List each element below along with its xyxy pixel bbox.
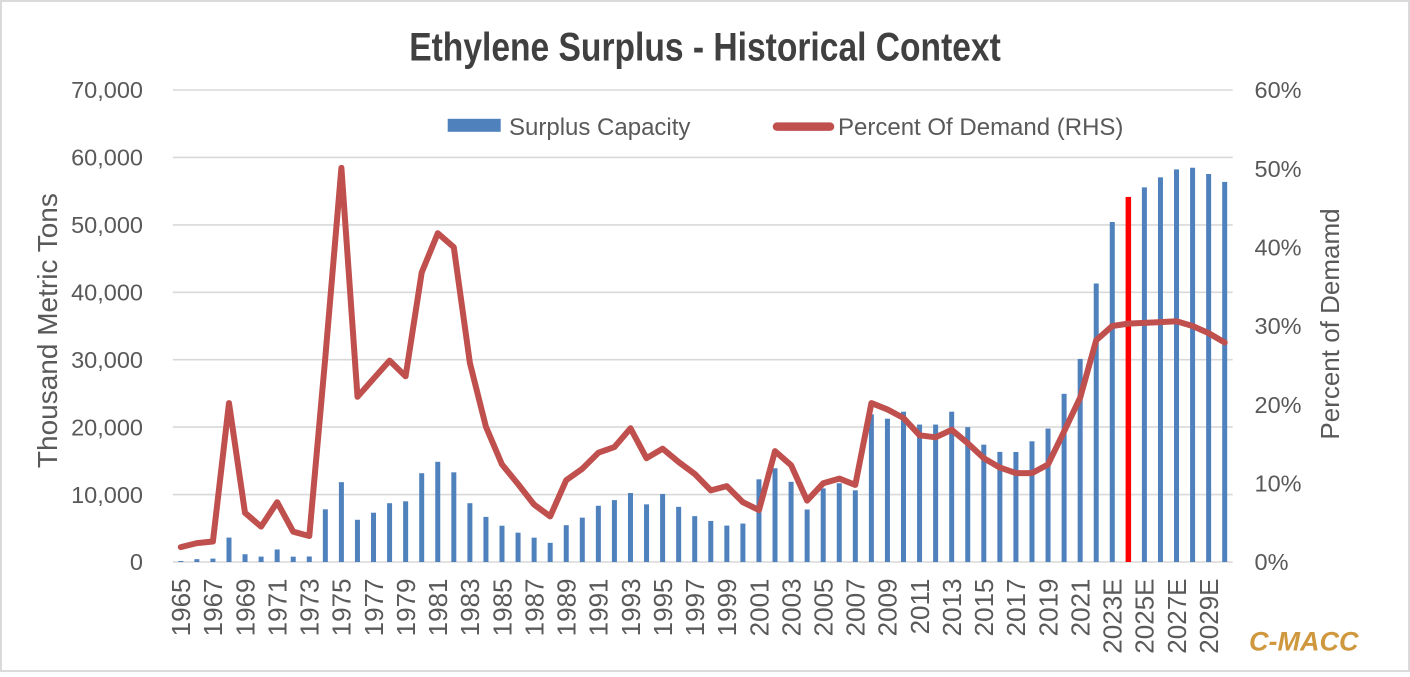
svg-text:1975: 1975	[327, 579, 357, 637]
svg-text:2013: 2013	[937, 579, 967, 637]
svg-text:1979: 1979	[391, 579, 421, 637]
svg-text:2015: 2015	[969, 579, 999, 637]
svg-text:Ethylene Surplus - Historical: Ethylene Surplus - Historical Context	[409, 25, 1001, 69]
svg-text:1997: 1997	[680, 579, 710, 637]
svg-text:1967: 1967	[198, 579, 228, 637]
svg-text:30,000: 30,000	[71, 347, 143, 373]
svg-text:2023E: 2023E	[1098, 579, 1128, 654]
svg-text:2011: 2011	[905, 579, 935, 635]
svg-text:10,000: 10,000	[71, 482, 143, 508]
svg-text:2009: 2009	[873, 579, 903, 637]
svg-text:1987: 1987	[519, 579, 549, 637]
svg-text:2021: 2021	[1066, 579, 1096, 637]
svg-text:2027E: 2027E	[1162, 579, 1192, 654]
svg-text:0: 0	[130, 549, 143, 575]
svg-text:1981: 1981	[423, 579, 453, 637]
svg-text:Percent Of Demand (RHS): Percent Of Demand (RHS)	[838, 114, 1123, 141]
svg-text:2025E: 2025E	[1130, 579, 1160, 654]
svg-text:1969: 1969	[230, 579, 260, 637]
svg-text:20,000: 20,000	[71, 414, 143, 440]
svg-text:40%: 40%	[1255, 235, 1302, 261]
svg-text:1989: 1989	[552, 579, 582, 637]
svg-text:2003: 2003	[776, 579, 806, 637]
svg-text:1993: 1993	[616, 579, 646, 637]
svg-text:2019: 2019	[1033, 579, 1063, 637]
svg-text:50,000: 50,000	[71, 212, 143, 238]
svg-text:1977: 1977	[359, 579, 389, 637]
svg-text:0%: 0%	[1255, 549, 1289, 575]
svg-text:70,000: 70,000	[71, 77, 143, 103]
svg-text:20%: 20%	[1255, 392, 1302, 418]
svg-text:Percent of Demamd: Percent of Demamd	[1315, 208, 1345, 439]
svg-text:1965: 1965	[166, 579, 196, 637]
svg-text:C-MACC: C-MACC	[1249, 627, 1359, 657]
svg-text:1991: 1991	[584, 579, 614, 637]
svg-text:50%: 50%	[1255, 156, 1302, 182]
svg-text:40,000: 40,000	[71, 280, 143, 306]
svg-text:1985: 1985	[487, 579, 517, 637]
svg-text:Surplus Capacity: Surplus Capacity	[509, 114, 690, 141]
svg-text:1983: 1983	[455, 579, 485, 637]
svg-text:2005: 2005	[809, 579, 839, 637]
svg-text:30%: 30%	[1255, 313, 1302, 339]
svg-text:60,000: 60,000	[71, 145, 143, 171]
svg-text:Thousand Metric Tons: Thousand Metric Tons	[32, 193, 63, 468]
svg-text:1971: 1971	[263, 579, 293, 637]
svg-text:2007: 2007	[841, 579, 871, 637]
svg-text:10%: 10%	[1255, 471, 1302, 497]
svg-text:60%: 60%	[1255, 77, 1302, 103]
svg-text:2001: 2001	[744, 579, 774, 637]
svg-text:1995: 1995	[648, 579, 678, 637]
svg-text:1973: 1973	[295, 579, 325, 637]
svg-text:2017: 2017	[1001, 579, 1031, 637]
svg-text:2029E: 2029E	[1194, 579, 1224, 654]
svg-text:1999: 1999	[712, 579, 742, 637]
